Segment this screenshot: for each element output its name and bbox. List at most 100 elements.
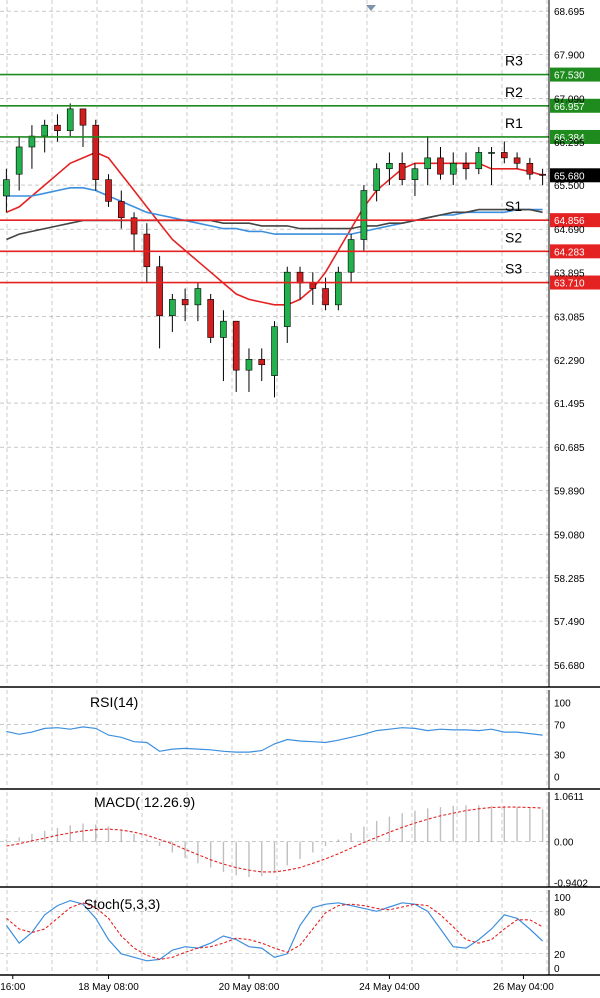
- candle-body: [360, 190, 368, 240]
- candle-body: [156, 266, 163, 317]
- rsi-tick-label: 70: [554, 721, 566, 732]
- level-price-label: 64.856: [554, 216, 585, 227]
- level-name: R3: [505, 53, 523, 69]
- candle-body: [258, 358, 266, 366]
- candle-body: [347, 239, 355, 273]
- y-tick-label: 67.090: [554, 95, 585, 106]
- candle-body: [181, 299, 189, 306]
- candle-body: [105, 179, 112, 202]
- rsi-title: RSI(14): [90, 694, 138, 710]
- macd-title: MACD( 12.26.9): [94, 794, 195, 810]
- macd-tick-label: -0.9402: [554, 878, 588, 889]
- rsi-line: [6, 726, 543, 753]
- y-tick-label: 58.285: [554, 574, 585, 585]
- candle-body: [386, 163, 393, 170]
- level-name: S3: [505, 261, 522, 277]
- current-price-box: [550, 168, 600, 183]
- candle-body: [398, 163, 406, 180]
- level-price-box: [550, 213, 600, 228]
- candle-body: [296, 271, 304, 284]
- candle-body: [501, 152, 508, 159]
- y-tick-label: 65.500: [554, 181, 585, 192]
- candle-body: [335, 271, 342, 306]
- y-tick-label: 59.890: [554, 486, 585, 497]
- level-price-label: 63.710: [554, 279, 585, 290]
- y-tick-label: 66.295: [554, 138, 585, 149]
- candle-body: [232, 320, 240, 371]
- y-tick-label: 64.690: [554, 225, 585, 236]
- candles: [3, 103, 546, 398]
- candle-body: [271, 326, 278, 376]
- macd-signal-line: [6, 806, 543, 873]
- y-tick-label: 67.900: [554, 50, 585, 61]
- level-name: R1: [505, 115, 523, 131]
- rsi-tick-label: 100: [554, 699, 571, 710]
- level-price-box: [550, 244, 600, 259]
- candle-body: [79, 108, 87, 126]
- candle-body: [245, 358, 253, 371]
- candle-body: [322, 288, 329, 306]
- stoch-tick-label: 20: [554, 950, 566, 961]
- candle-body: [526, 163, 534, 175]
- candle-body: [539, 173, 546, 176]
- stoch-main-line: [5, 899, 544, 962]
- axes: 68.695 67.900 67.090 66.295 65.500 64.690 63.8…: [0, 7, 588, 993]
- candle-body: [513, 157, 521, 164]
- level-price-label: 66.957: [554, 102, 585, 113]
- candle-body: [130, 217, 138, 235]
- macd-tick-label: 1.0611: [554, 792, 584, 803]
- x-tick-label: 18 May 08:00: [78, 982, 139, 993]
- candle-body: [424, 157, 432, 170]
- candle-body: [15, 146, 23, 175]
- candle-body: [41, 124, 48, 137]
- scroll-marker-icon[interactable]: [366, 5, 376, 11]
- pane-frames: [0, 0, 600, 976]
- stoch-tick-label: 0: [554, 964, 560, 975]
- candle-body: [220, 320, 227, 338]
- candle-body: [117, 201, 125, 219]
- candle-body: [488, 152, 495, 154]
- macd-tick-label: 0.00: [554, 838, 574, 849]
- candle-body: [373, 168, 380, 191]
- candle-body: [169, 299, 176, 317]
- stoch-tick-label: 80: [554, 907, 566, 918]
- level-price-box: [550, 275, 600, 290]
- candle-body: [66, 108, 74, 131]
- y-tick-label: 59.080: [554, 531, 585, 542]
- y-tick-label: 68.695: [554, 7, 585, 18]
- rsi-tick-label: 30: [554, 750, 566, 761]
- candle-body: [92, 124, 100, 180]
- level-price-label: 67.530: [554, 71, 585, 82]
- level-price-box: [550, 129, 600, 144]
- current-price-label: 65.680: [554, 171, 585, 182]
- support-resistance-levels: R3 67.530 R2 66.957 R1 66.384 S1 64.856 S2 64.283…: [0, 53, 600, 290]
- y-tick-label: 56.680: [554, 661, 585, 672]
- x-tick-label: 26 May 04:00: [493, 982, 554, 993]
- level-price-box: [550, 98, 600, 113]
- candle-body: [309, 282, 317, 289]
- y-tick-label: 61.495: [554, 399, 585, 410]
- stoch-title: Stoch(5,3,3): [84, 896, 160, 912]
- candle-body: [194, 288, 202, 306]
- x-tick-label: 16:00: [0, 982, 25, 993]
- x-tick-label: 24 May 04:00: [359, 982, 420, 993]
- y-tick-label: 63.895: [554, 268, 585, 279]
- level-price-box: [550, 67, 600, 82]
- level-name: S1: [505, 198, 522, 214]
- stoch-tick-label: 100: [554, 893, 571, 904]
- level-price-label: 66.384: [554, 133, 585, 144]
- x-tick-label: 20 May 08:00: [219, 982, 280, 993]
- candle-body: [462, 163, 470, 170]
- y-tick-label: 63.085: [554, 313, 585, 324]
- rsi-tick-label: 0: [554, 772, 560, 783]
- candle-body: [437, 157, 444, 175]
- level-price-label: 64.283: [554, 247, 585, 258]
- candle-body: [207, 299, 214, 338]
- stoch-signal-line: [6, 902, 543, 960]
- candle-body: [54, 124, 61, 131]
- level-name: S2: [505, 229, 522, 245]
- candle-body: [143, 233, 151, 268]
- candle-body: [283, 271, 291, 327]
